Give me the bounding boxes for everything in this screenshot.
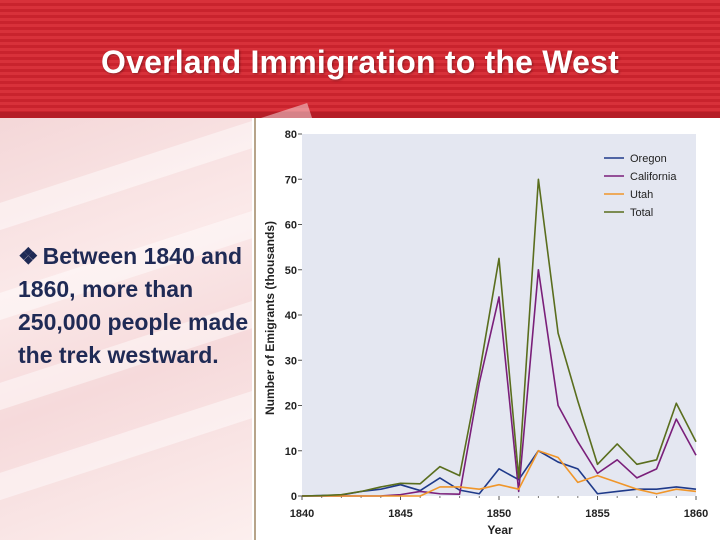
legend-entry: Utah [630, 189, 653, 201]
y-tick-label: 30 [285, 355, 297, 367]
y-tick-label: 70 [285, 174, 297, 186]
x-tick-label: 1860 [684, 508, 708, 520]
immigration-line-chart: 0 10 20 30 40 50 60 70 80 1840 1845 1850 1855 1860 Or… [252, 118, 720, 540]
x-tick-label: 1855 [585, 508, 609, 520]
series-line-total [301, 178, 697, 497]
y-tick-label: 50 [285, 265, 297, 277]
legend: Oregon California Utah Total [604, 153, 677, 219]
left-decorative-panel [0, 103, 316, 540]
y-tick-label: 10 [285, 446, 297, 458]
diamond-bullet-icon: ❖ [18, 243, 39, 269]
x-tick-label: 1850 [487, 508, 511, 520]
legend-entry: Total [630, 207, 653, 219]
legend-entry: Oregon [630, 153, 667, 165]
header-band [0, 112, 720, 118]
x-tick-label: 1840 [290, 508, 314, 520]
x-axis-label: Year [487, 523, 513, 537]
y-tick-label: 80 [285, 129, 297, 141]
y-tick-label: 40 [285, 310, 297, 322]
x-tick-label: 1845 [388, 508, 412, 520]
plot-area [302, 134, 696, 496]
series-lines [301, 178, 697, 497]
bullet-point: ❖ Between 1840 and 1860, more than 250,00… [18, 240, 250, 372]
legend-entry: California [630, 171, 677, 183]
y-tick-label: 0 [291, 491, 297, 503]
bullet-text: Between 1840 and 1860, more than 250,000… [18, 243, 249, 368]
y-axis-label: Number of Emigrants (thousands) [263, 221, 277, 415]
slide-title: Overland Immigration to the West [101, 44, 619, 80]
series-line-utah [302, 449, 697, 497]
y-tick-label: 20 [285, 401, 297, 413]
y-tick-label: 60 [285, 220, 297, 232]
slide-header [0, 0, 720, 118]
axes: 0 10 20 30 40 50 60 70 80 1840 1845 1850 1855 1860 [285, 129, 708, 520]
